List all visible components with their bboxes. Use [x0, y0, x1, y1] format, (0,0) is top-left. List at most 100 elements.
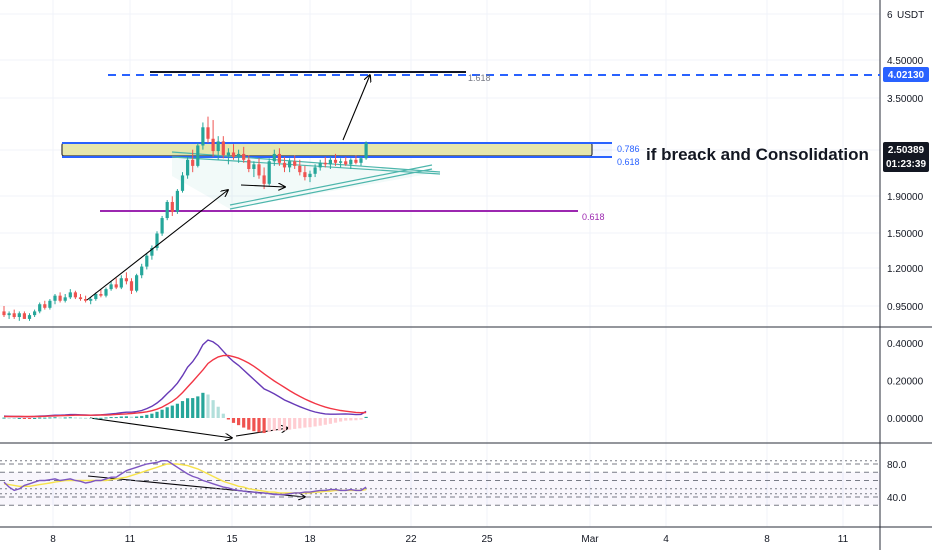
- triangle-upper-line[interactable]: [171, 151, 441, 173]
- candlestick-series: [2, 116, 368, 321]
- price-tick-label: 6: [887, 10, 893, 21]
- candle-body: [12, 313, 16, 318]
- macd-histogram-bar: [339, 418, 343, 422]
- candle-body: [145, 255, 149, 267]
- macd-histogram-bar: [12, 418, 16, 419]
- uptrend-arrow[interactable]: [86, 190, 228, 301]
- candle-body: [308, 173, 312, 178]
- fib-0786-0618-band: [62, 143, 612, 157]
- rsi-axis[interactable]: 80.0 40.0: [887, 460, 907, 504]
- macd-histogram-bar: [119, 416, 123, 418]
- time-tick-label: 22: [405, 534, 417, 545]
- candle-body: [22, 313, 26, 319]
- target-price-badge: 4.02130: [883, 67, 929, 82]
- macd-histogram-bar: [247, 418, 251, 430]
- macd-histogram-bar: [267, 418, 271, 432]
- macd-histogram-bar: [277, 418, 281, 431]
- macd-histogram-bar: [354, 418, 358, 421]
- candle-body: [226, 152, 230, 156]
- macd-histogram-bar: [38, 417, 42, 419]
- candle-body: [48, 300, 52, 308]
- macd-histogram-bar: [262, 418, 266, 434]
- macd-signal-line: [4, 354, 367, 418]
- candle-body: [328, 159, 332, 165]
- macd-histogram-bar: [99, 417, 103, 419]
- macd-histogram-bar: [109, 417, 113, 419]
- candle-body: [216, 141, 220, 152]
- candle-body: [129, 281, 134, 291]
- time-tick-label: Mar: [581, 534, 599, 545]
- macd-histogram-bar: [160, 409, 164, 418]
- macd-tick-label: 0.00000: [887, 414, 924, 425]
- macd-histogram-bar: [196, 396, 200, 418]
- candle-body: [53, 295, 57, 301]
- macd-histogram-bar: [104, 417, 108, 419]
- rsi-tick-label: 40.0: [887, 493, 907, 504]
- macd-histogram-bar: [349, 418, 353, 421]
- time-tick-label: 4: [663, 534, 669, 545]
- candle-body: [160, 218, 164, 234]
- candle-body: [38, 304, 42, 312]
- candle-body: [155, 233, 159, 248]
- candle-body: [17, 313, 21, 318]
- macd-histogram-bar: [201, 392, 205, 418]
- candle-body: [165, 201, 169, 219]
- macd-histogram-bar: [221, 413, 225, 418]
- macd-axis[interactable]: 0.40000 0.20000 0.00000: [887, 339, 924, 425]
- macd-histogram-bar: [114, 417, 118, 419]
- macd-histogram-bar: [170, 405, 174, 418]
- candle-body: [124, 278, 128, 282]
- price-tick-label: 1.20000: [887, 264, 924, 275]
- price-tick-label: 0.95000: [887, 302, 924, 313]
- macd-histogram-bar: [78, 417, 83, 419]
- flat-arrow[interactable]: [240, 185, 285, 187]
- breakout-arrow[interactable]: [342, 75, 370, 141]
- macd-histogram-bar: [226, 418, 230, 420]
- candle-body: [43, 304, 47, 308]
- candle-body: [68, 292, 72, 298]
- candle-body: [186, 159, 190, 176]
- price-tick-label: 1.90000: [887, 192, 924, 203]
- macd-histogram-bar: [364, 416, 368, 418]
- rsi-indicator: [0, 460, 880, 506]
- candle-body: [242, 153, 246, 160]
- candle-body: [27, 315, 32, 319]
- chart-annotation[interactable]: if breack and Consolidation: [646, 145, 869, 164]
- time-tick-label: 8: [50, 534, 56, 545]
- candle-body: [323, 162, 327, 165]
- time-tick-label: 11: [838, 534, 849, 545]
- macd-histogram-bar: [298, 418, 302, 429]
- macd-histogram-bar: [180, 401, 185, 418]
- macd-tick-label: 0.40000: [887, 339, 924, 350]
- macd-histogram-bar: [328, 418, 332, 424]
- candle-body: [170, 201, 174, 212]
- macd-histogram-bar: [303, 418, 307, 428]
- candle-body: [293, 161, 297, 166]
- fib-0618-label: 0.618: [617, 157, 640, 167]
- candle-body: [262, 175, 266, 184]
- macd-tick-label: 0.20000: [887, 376, 924, 387]
- macd-histogram-bar: [94, 417, 98, 419]
- countdown-text: 01:23:39: [886, 159, 926, 170]
- macd-divergence-arrow-1[interactable]: [89, 417, 232, 438]
- macd-histogram-bar: [323, 418, 327, 425]
- candle-body: [84, 299, 88, 301]
- rsi-line: [3, 460, 367, 496]
- candle-body: [175, 190, 179, 212]
- triangle-lower-line[interactable]: [229, 164, 433, 206]
- macd-histogram-bar: [288, 418, 292, 430]
- price-tick-label: 1.50000: [887, 229, 924, 240]
- candle-body: [150, 247, 154, 256]
- candle-body: [119, 278, 123, 288]
- candle-body: [318, 162, 322, 168]
- candle-body: [252, 164, 256, 169]
- candle-body: [349, 159, 353, 165]
- macd-histogram-bar: [186, 398, 190, 418]
- triangle-lower-line-2: [229, 168, 433, 210]
- macd-histogram-bar: [293, 418, 297, 429]
- time-axis[interactable]: 8 11 15 18 22 25 Mar 4 8 11: [50, 534, 848, 545]
- macd-histogram-bar: [155, 411, 159, 418]
- support-0618-label: 0.618: [582, 212, 605, 222]
- macd-histogram-bar: [206, 394, 210, 418]
